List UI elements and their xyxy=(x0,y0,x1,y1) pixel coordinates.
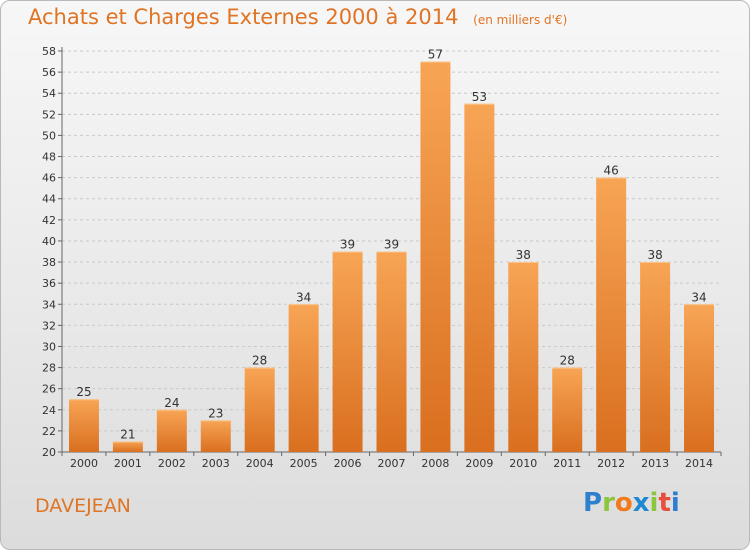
data-label: 57 xyxy=(428,48,443,62)
x-tick-label: 2014 xyxy=(685,457,713,470)
bar xyxy=(200,420,231,452)
x-tick-label: 2006 xyxy=(334,457,362,470)
x-tick-label: 2011 xyxy=(553,457,581,470)
data-label: 21 xyxy=(120,427,135,441)
y-tick-label: 54 xyxy=(42,87,56,100)
y-tick-label: 24 xyxy=(42,404,56,417)
logo-letter: o xyxy=(614,488,633,518)
bar xyxy=(156,409,187,452)
y-tick-label: 20 xyxy=(42,446,56,459)
bars xyxy=(68,61,715,453)
y-tick-label: 22 xyxy=(42,425,56,438)
y-tick-label: 40 xyxy=(42,235,56,248)
chart-unit: (en milliers d'€) xyxy=(473,13,568,27)
data-label: 34 xyxy=(296,290,311,304)
data-label: 24 xyxy=(164,396,179,410)
y-tick-label: 38 xyxy=(42,256,56,269)
x-tick-label: 2002 xyxy=(158,457,186,470)
axes: 20 22 24 26 28 30 32 34 36 38 40 42 44 46 48 50 52 54 56 58… xyxy=(42,45,722,470)
y-tick-label: 52 xyxy=(42,108,56,121)
data-label: 39 xyxy=(384,238,399,252)
y-tick-label: 32 xyxy=(42,319,56,332)
data-label: 53 xyxy=(472,90,487,104)
x-tick-label: 2007 xyxy=(378,457,406,470)
bar xyxy=(464,103,495,453)
data-label: 38 xyxy=(516,248,531,262)
bar xyxy=(552,367,583,452)
x-tick-label: 2005 xyxy=(290,457,318,470)
bar xyxy=(640,262,671,452)
y-tick-label: 48 xyxy=(42,151,56,164)
logo-letter: P xyxy=(583,488,603,518)
commune-name: DAVEJEAN xyxy=(35,495,131,517)
logo-letter: x xyxy=(632,488,650,518)
y-tick-label: 44 xyxy=(42,193,56,206)
data-label: 28 xyxy=(252,354,267,368)
x-tick-label: 2004 xyxy=(246,457,274,470)
chart-title: Achats et Charges Externes 2000 à 2014 (… xyxy=(28,5,567,29)
data-label: 25 xyxy=(76,385,91,399)
y-tick-label: 42 xyxy=(42,214,56,227)
data-label: 23 xyxy=(208,406,223,420)
y-tick-label: 36 xyxy=(42,277,56,290)
bar xyxy=(244,367,275,452)
data-label: 39 xyxy=(340,238,355,252)
logo-letter: t xyxy=(658,488,671,518)
y-tick-label: 58 xyxy=(42,45,56,58)
bar xyxy=(420,61,451,452)
y-tick-label: 46 xyxy=(42,172,56,185)
bar xyxy=(684,304,715,452)
x-tick-label: 2003 xyxy=(202,457,230,470)
x-tick-label: 2012 xyxy=(597,457,625,470)
bar xyxy=(376,251,407,452)
x-tick-label: 2001 xyxy=(114,457,142,470)
bar xyxy=(288,304,319,452)
y-tick-label: 56 xyxy=(42,66,56,79)
x-tick-label: 2000 xyxy=(70,457,98,470)
x-tick-label: 2009 xyxy=(465,457,493,470)
chart-title-text: Achats et Charges Externes 2000 à 2014 xyxy=(28,5,459,29)
bar xyxy=(112,441,143,452)
bar xyxy=(68,399,99,452)
y-tick-label: 26 xyxy=(42,383,56,396)
x-tick-label: 2008 xyxy=(421,457,449,470)
x-tick-label: 2013 xyxy=(641,457,669,470)
logo-letter: i xyxy=(670,488,680,518)
bar xyxy=(596,177,627,452)
data-label: 28 xyxy=(560,354,575,368)
data-label: 38 xyxy=(647,248,662,262)
x-tick-label: 2010 xyxy=(509,457,537,470)
y-tick-label: 28 xyxy=(42,362,56,375)
logo-letter: i xyxy=(649,488,659,518)
y-tick-label: 30 xyxy=(42,340,56,353)
y-tick-label: 34 xyxy=(42,298,56,311)
bar xyxy=(508,262,539,452)
data-label: 46 xyxy=(604,164,619,178)
proxiti-logo: Proxiti xyxy=(583,488,680,518)
y-tick-label: 50 xyxy=(42,129,56,142)
bar xyxy=(332,251,363,452)
data-label: 34 xyxy=(691,290,706,304)
data-labels: 25 21 24 23 28 34 39 39 57 53 38 28 46 38 34 xyxy=(76,48,706,442)
logo-letter: r xyxy=(602,488,615,518)
